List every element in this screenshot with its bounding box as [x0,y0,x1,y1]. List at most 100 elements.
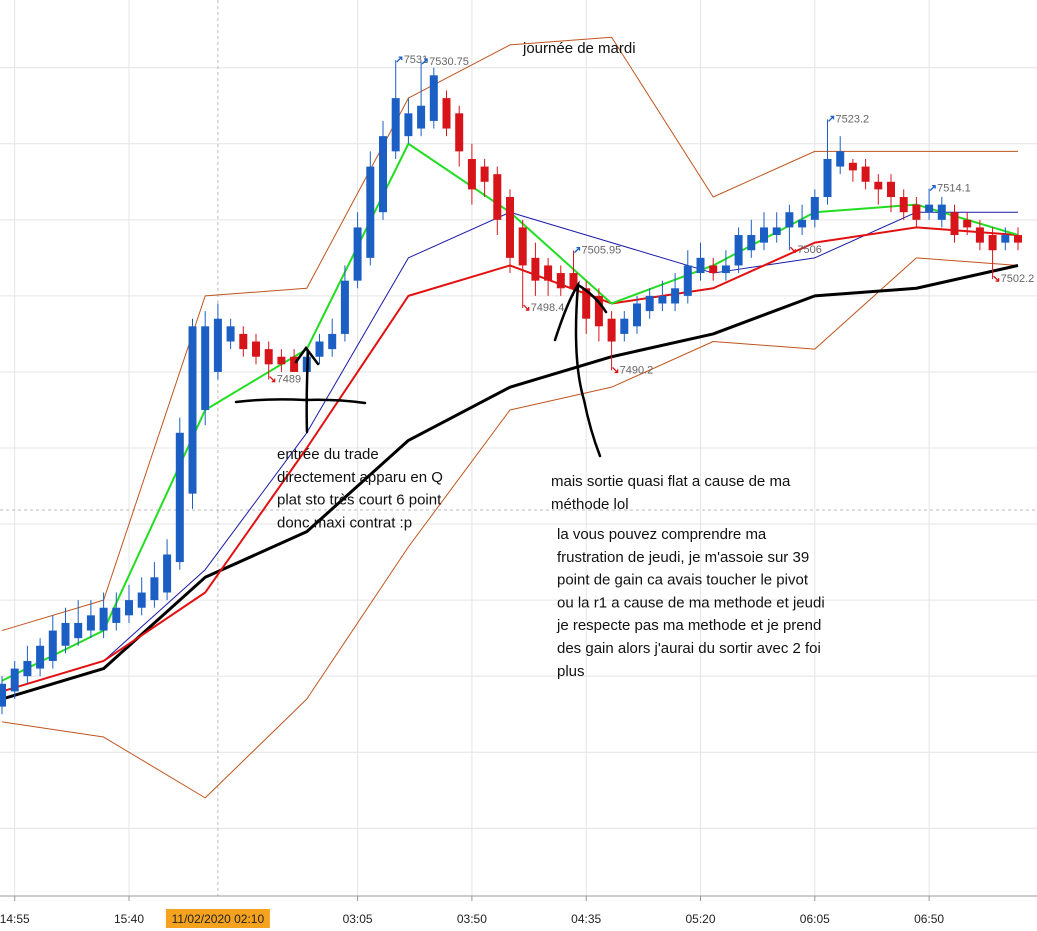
candle-body [772,227,781,236]
x-tick-label: 14:55 [0,912,30,926]
candle-body [760,227,768,243]
note-line: méthode lol [551,496,629,513]
candle-body [747,235,756,251]
x-axis-band [0,896,1037,931]
candle-body [582,288,591,319]
candle-body [899,196,908,213]
crosshair-label: 11/02/2020 02:10 [172,912,265,926]
price-label: 7530.75 [429,56,469,68]
note-line: directement apparu en Q [277,469,443,486]
price-label: 7498.4 [531,302,565,314]
candle-body [61,622,70,646]
candle-body [277,356,286,365]
candle-body [290,356,299,372]
candle-body [150,577,159,601]
candle-body [620,318,629,334]
candle-body [10,668,19,692]
x-tick-label: 06:50 [914,912,944,926]
candle-body [252,341,260,357]
candle-body [74,622,83,639]
candle-body [671,288,680,304]
candle-body [734,235,743,266]
x-tick-label: 03:05 [343,912,373,926]
indicator-line [1,257,1019,799]
price-arrow [828,115,835,122]
candle-body [353,227,362,281]
price-label: 7531 [404,54,428,66]
note-line: mais sortie quasi flat a cause de ma [551,473,791,490]
note-line: la vous pouvez comprendre ma [557,526,767,543]
candle-body [86,615,95,631]
note-title: journée de mardi [522,40,636,57]
price-label: 7505.95 [582,245,622,257]
candle-body [201,326,210,410]
price-label: 7506 [797,244,821,256]
x-tick-label: 15:40 [114,912,144,926]
price-arrow [929,184,936,192]
candle-body [607,318,616,342]
x-tick-label: 05:20 [685,912,715,926]
note-line: entrée du trade [277,446,379,463]
candle-body [239,333,248,350]
candle-body [937,204,946,220]
price-label: 7502.2 [1001,273,1035,285]
candle-body [1001,235,1010,243]
candle-body [1014,235,1022,243]
candle-body [455,113,464,152]
candle-body [823,158,832,197]
x-tick-label: 03:50 [457,912,487,926]
scribble-arrow [294,345,320,434]
crosshair-label-bg [165,909,270,928]
candle-body [556,273,565,289]
scribble-arrow [553,280,602,458]
candle-body [315,341,324,357]
candle-body [645,295,654,312]
note-line: plat sto très court 6 point [277,492,442,509]
scribble [576,283,608,314]
price-arrow [789,246,797,253]
candle-body [493,174,502,220]
candle-body [36,645,45,669]
candle-body [125,600,133,616]
candle-body [417,105,426,129]
price-arrow [421,58,428,65]
candle-body [658,295,667,304]
indicator-line [1,36,1018,632]
candle-body [798,219,807,228]
hand-drawing [234,280,608,458]
candle-body [721,265,730,274]
candle-body [442,98,451,129]
candle-body [188,326,197,494]
candle-body [480,166,489,182]
candle-body [988,235,997,251]
candle-body [404,113,413,137]
candle-body [683,265,692,296]
candle-body [226,326,235,342]
x-tick-label: 04:35 [571,912,601,926]
candle-body [99,607,108,631]
price-label: 7514.1 [937,183,971,195]
candle-body [48,630,57,661]
candle-body [861,166,870,182]
note-line: frustration de jeudi, je m'assoie sur 39 [557,549,809,566]
scribble [234,398,367,405]
candle-body [467,158,476,190]
candle-body [23,660,32,677]
price-arrow [523,304,530,311]
price-arrow [574,246,581,254]
price-arrow [269,376,276,383]
candle-body [696,257,705,274]
candle-body [391,98,400,152]
price-arrow [993,275,1000,282]
x-axis: 14:55 15:40 03:05 03:50 04:35 05:20 06:05 06:50… [0,896,944,928]
candle-body [925,204,934,213]
candle-body [544,265,553,281]
candle-body [340,280,349,334]
annotations: journée de mardi entrée du trade directeme… [277,40,825,680]
candle-body [506,196,514,258]
candle-body [594,295,603,327]
note-line: plus [557,663,585,680]
candle-body [366,166,375,258]
